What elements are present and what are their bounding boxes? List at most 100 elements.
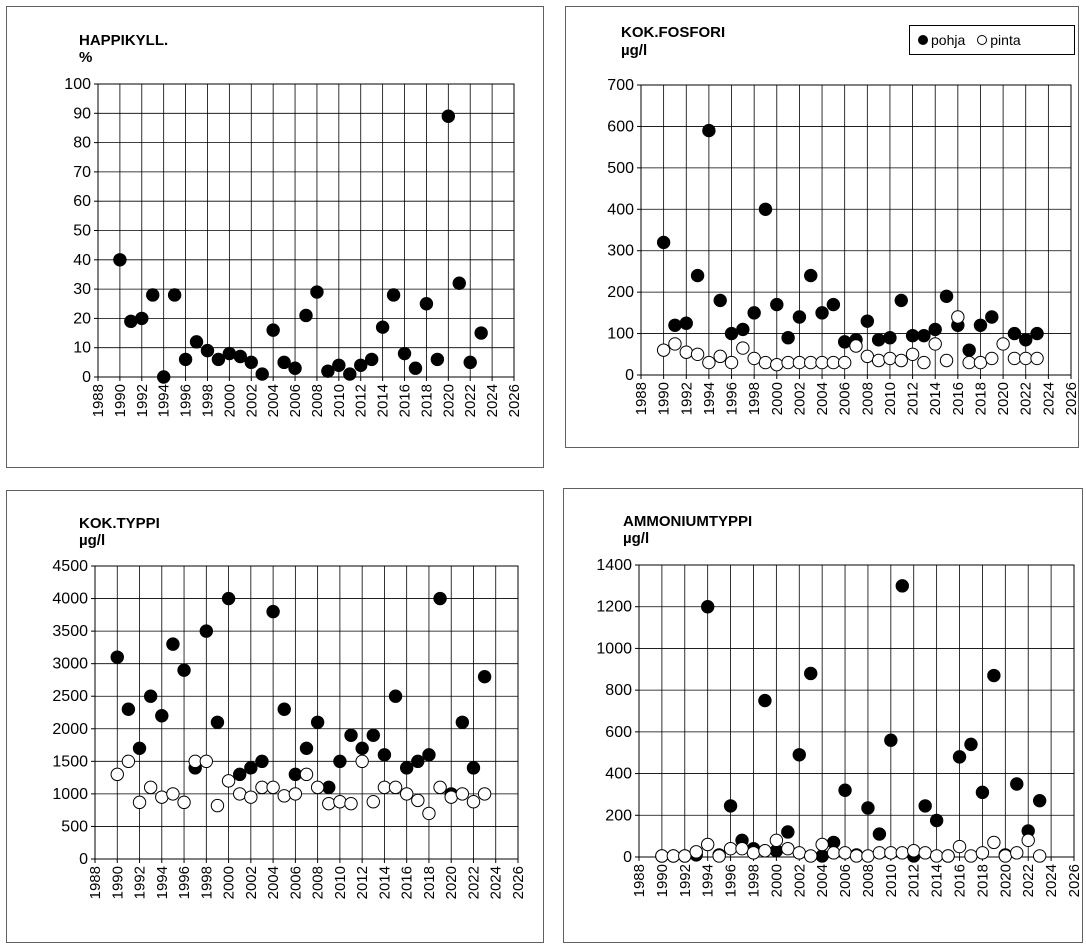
pohja-data-point bbox=[837, 335, 852, 349]
x-tick-label: 2022 bbox=[462, 384, 479, 417]
pohja-data-point bbox=[110, 650, 124, 664]
chart-panel-kok-typpi: KOK.TYPPI µg/l 1988 1990 1992 1994 1996 1998 2… bbox=[6, 490, 544, 943]
pohja-data-point bbox=[815, 306, 829, 320]
pohja-data-point bbox=[121, 702, 136, 716]
x-tick-label: 1994 bbox=[156, 384, 173, 417]
pinta-data-point bbox=[221, 774, 236, 788]
pohja-data-point bbox=[690, 268, 705, 283]
pohja-data-point bbox=[747, 306, 761, 320]
pinta-data-point bbox=[849, 339, 863, 353]
pinta-data-point bbox=[884, 846, 898, 860]
pohja-data-point bbox=[244, 761, 258, 775]
x-tick-label: 1998 bbox=[746, 382, 763, 415]
pohja-data-point bbox=[233, 349, 248, 364]
chart-plot-area: 1988 1990 1992 1994 1996 1998 2000 2002 2004 2006… bbox=[64, 76, 523, 417]
pinta-data-point bbox=[299, 767, 314, 782]
pinta-data-point bbox=[366, 795, 380, 809]
y-tick-label: 1500 bbox=[52, 753, 88, 770]
pohja-data-point bbox=[962, 343, 976, 357]
y-tick-label: 3000 bbox=[52, 656, 88, 673]
x-tick-label: 2012 bbox=[353, 384, 370, 417]
pohja-data-point bbox=[928, 322, 942, 337]
x-tick-label: 2024 bbox=[1040, 382, 1057, 415]
pinta-data-point bbox=[747, 351, 761, 366]
pohja-data-point bbox=[430, 352, 445, 367]
pinta-data-point bbox=[322, 796, 336, 811]
x-tick-label: 2026 bbox=[510, 866, 527, 899]
pinta-data-point bbox=[826, 355, 841, 370]
y-tick-label: 4500 bbox=[52, 558, 88, 575]
pinta-data-point bbox=[399, 787, 414, 801]
pohja-data-point bbox=[871, 333, 886, 347]
pohja-data-point bbox=[288, 361, 302, 375]
chart-panel-ammoniumtyppi: AMMONIUMTYPPI µg/l 1988 1990 1992 1994 1996 1… bbox=[563, 488, 1083, 943]
pohja-data-point bbox=[964, 737, 978, 752]
pohja-data-point bbox=[288, 767, 303, 782]
x-tick-label: 2000 bbox=[769, 382, 786, 415]
x-tick-label: 2018 bbox=[421, 866, 438, 899]
pohja-data-point bbox=[905, 328, 920, 343]
x-tick-label: 2020 bbox=[995, 382, 1012, 415]
pinta-data-point bbox=[1030, 351, 1044, 366]
pohja-data-point bbox=[221, 591, 236, 606]
x-tick-label: 2002 bbox=[243, 384, 260, 417]
pinta-data-point bbox=[758, 355, 773, 370]
pinta-data-point bbox=[679, 345, 693, 359]
pinta-data-point bbox=[838, 846, 852, 860]
pohja-data-point bbox=[266, 323, 280, 337]
y-tick-label: 10 bbox=[73, 340, 91, 357]
pinta-data-point bbox=[455, 787, 470, 801]
y-tick-label: 70 bbox=[73, 164, 91, 181]
pinta-data-point bbox=[905, 347, 920, 361]
pinta-data-point bbox=[702, 355, 716, 370]
pohja-data-point bbox=[679, 316, 693, 330]
y-tick-label: 100 bbox=[64, 76, 91, 93]
pohja-data-point bbox=[166, 637, 180, 651]
pohja-data-point bbox=[736, 322, 750, 337]
x-tick-label: 2004 bbox=[265, 866, 282, 899]
pohja-data-point bbox=[343, 367, 357, 381]
x-tick-label: 1990 bbox=[656, 382, 673, 415]
y-tick-label: 400 bbox=[607, 201, 634, 218]
pohja-data-point bbox=[724, 326, 739, 341]
y-tick-label: 0 bbox=[625, 367, 634, 384]
y-tick-label: 0 bbox=[623, 849, 632, 866]
pohja-data-point bbox=[167, 288, 182, 302]
pinta-data-point bbox=[907, 844, 921, 858]
pinta-data-point bbox=[837, 355, 852, 370]
pohja-data-point bbox=[386, 288, 401, 302]
legend-entry-pinta: pinta bbox=[977, 32, 1021, 48]
pohja-data-point bbox=[872, 827, 887, 841]
pohja-data-point bbox=[156, 370, 171, 384]
x-tick-label: 2010 bbox=[332, 866, 349, 899]
pinta-data-point bbox=[973, 355, 988, 370]
pohja-data-point bbox=[758, 693, 772, 708]
pohja-data-point bbox=[883, 331, 897, 345]
pohja-data-point bbox=[399, 761, 414, 775]
chart-panel-happikyll: HAPPIKYLL. % 1988 1990 1992 1994 1996 1998 200… bbox=[6, 6, 544, 468]
y-tick-label: 800 bbox=[605, 682, 632, 699]
pinta-data-point bbox=[975, 846, 990, 860]
pinta-data-point bbox=[735, 841, 749, 856]
x-tick-label: 2026 bbox=[1066, 864, 1083, 897]
x-tick-label: 2004 bbox=[814, 382, 831, 415]
y-tick-label: 200 bbox=[605, 807, 632, 824]
legend-label: pohja bbox=[931, 32, 966, 48]
pohja-data-point bbox=[455, 715, 470, 729]
pohja-data-point bbox=[143, 689, 158, 703]
pohja-data-point bbox=[255, 754, 269, 769]
y-tick-label: 500 bbox=[61, 818, 88, 835]
x-tick-label: 1990 bbox=[112, 384, 129, 417]
pinta-data-point bbox=[433, 780, 447, 795]
y-tick-label: 1000 bbox=[596, 640, 632, 657]
pinta-data-point bbox=[288, 787, 303, 801]
x-tick-label: 2008 bbox=[310, 866, 327, 899]
pinta-data-point bbox=[894, 353, 908, 368]
x-tick-label: 2020 bbox=[440, 384, 457, 417]
pinta-data-point bbox=[724, 355, 739, 370]
pohja-data-point bbox=[441, 109, 456, 123]
x-tick-label: 1994 bbox=[701, 382, 718, 415]
pinta-data-point bbox=[941, 849, 955, 863]
pinta-data-point bbox=[713, 349, 727, 364]
pohja-data-point bbox=[388, 689, 403, 703]
